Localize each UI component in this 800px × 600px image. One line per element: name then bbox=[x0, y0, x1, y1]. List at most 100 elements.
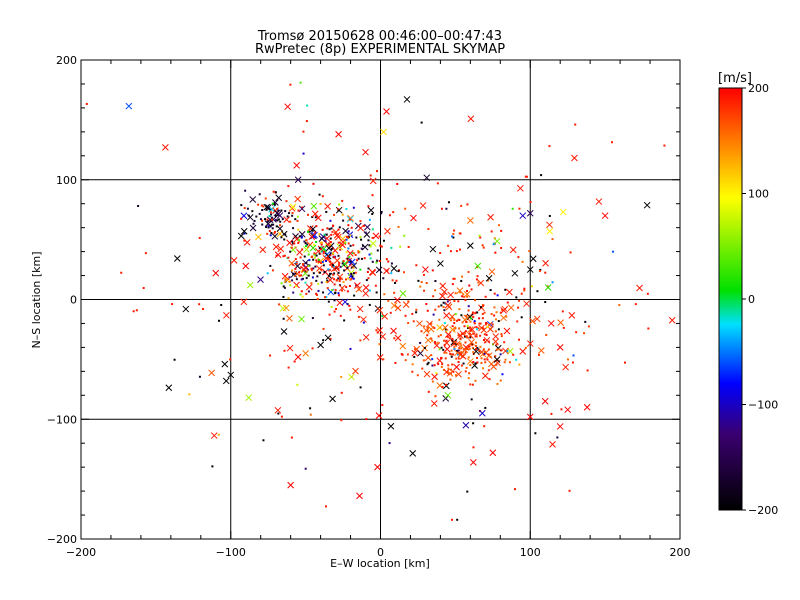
data-point-cross bbox=[329, 395, 336, 403]
data-point-dot bbox=[442, 306, 445, 309]
data-point-dot bbox=[539, 268, 542, 271]
data-point-dot bbox=[282, 317, 285, 320]
data-point-dot bbox=[404, 314, 407, 317]
data-point-dot bbox=[460, 314, 463, 317]
data-point-cross bbox=[390, 265, 398, 272]
data-point-dot bbox=[295, 278, 298, 281]
data-point-cross bbox=[230, 257, 238, 264]
data-point-dot bbox=[363, 224, 366, 227]
data-point-dot bbox=[307, 264, 310, 267]
data-point-dot bbox=[538, 270, 541, 273]
data-point-dot bbox=[494, 330, 497, 333]
data-point-cross bbox=[422, 266, 429, 273]
data-point-cross bbox=[427, 325, 435, 333]
data-point-dot bbox=[339, 265, 342, 268]
data-point-dot bbox=[303, 255, 306, 258]
data-point-dot bbox=[266, 218, 269, 221]
data-point-cross bbox=[264, 220, 272, 228]
data-point-dot bbox=[451, 235, 454, 238]
data-point-dot bbox=[277, 412, 280, 415]
data-point-dot bbox=[391, 279, 394, 282]
data-point-dot bbox=[474, 379, 477, 382]
data-point-dot bbox=[349, 260, 352, 263]
data-point-dot bbox=[307, 274, 310, 277]
data-point-dot bbox=[332, 265, 335, 268]
data-point-cross bbox=[276, 230, 284, 238]
data-point-dot bbox=[583, 332, 586, 335]
data-point-dot bbox=[456, 349, 459, 352]
colorbar-tick-label: 0 bbox=[748, 293, 755, 306]
data-point-dot bbox=[251, 210, 254, 213]
data-point-dot bbox=[333, 310, 336, 313]
data-point-dot bbox=[348, 255, 351, 258]
data-point-dot bbox=[504, 288, 507, 291]
data-point-cross bbox=[362, 290, 370, 297]
data-point-dot bbox=[305, 239, 308, 242]
data-point-dot bbox=[289, 220, 292, 223]
data-point-dot bbox=[469, 336, 472, 339]
data-point-cross bbox=[379, 333, 387, 340]
data-point-cross bbox=[468, 326, 476, 333]
data-point-dot bbox=[468, 347, 471, 350]
data-point-dot bbox=[392, 211, 395, 214]
data-point-dot bbox=[439, 357, 442, 360]
data-point-cross bbox=[314, 247, 322, 255]
data-point-dot bbox=[442, 348, 445, 351]
data-point-dot bbox=[445, 339, 448, 342]
data-point-dot bbox=[574, 123, 577, 126]
data-point-dot bbox=[356, 259, 359, 262]
data-point-dot bbox=[357, 249, 360, 252]
data-point-dot bbox=[322, 264, 325, 267]
data-point-dot bbox=[282, 255, 285, 258]
data-point-dot bbox=[646, 292, 649, 295]
data-point-dot bbox=[120, 271, 123, 274]
data-point-dot bbox=[371, 194, 374, 197]
data-point-dot bbox=[404, 359, 407, 362]
data-point-dot bbox=[294, 272, 297, 275]
data-point-dot bbox=[500, 246, 503, 249]
data-point-dot bbox=[464, 341, 467, 344]
data-point-dot bbox=[501, 373, 504, 376]
data-point-cross bbox=[488, 268, 496, 276]
data-point-dot bbox=[575, 331, 578, 334]
data-point-cross bbox=[245, 394, 253, 402]
data-point-cross bbox=[387, 422, 395, 430]
data-point-dot bbox=[484, 295, 487, 298]
data-point-dot bbox=[259, 218, 262, 221]
data-point-dot bbox=[364, 231, 367, 234]
data-point-dot bbox=[560, 408, 563, 411]
data-point-cross bbox=[280, 328, 288, 335]
data-point-dot bbox=[468, 345, 471, 348]
data-point-dot bbox=[322, 327, 325, 330]
data-point-dot bbox=[422, 273, 425, 276]
data-point-cross bbox=[492, 333, 500, 340]
data-point-dot bbox=[365, 279, 368, 282]
data-point-dot bbox=[500, 229, 503, 232]
data-point-cross bbox=[443, 312, 450, 319]
data-point-dot bbox=[422, 359, 425, 362]
data-point-dot bbox=[188, 393, 191, 396]
data-point-dot bbox=[308, 259, 311, 262]
data-point-dot bbox=[307, 229, 310, 232]
data-point-dot bbox=[417, 279, 420, 282]
data-point-cross bbox=[409, 449, 417, 457]
data-point-dot bbox=[466, 203, 469, 206]
data-point-dot bbox=[368, 253, 371, 256]
data-point-dot bbox=[300, 274, 303, 277]
data-point-dot bbox=[284, 278, 287, 281]
data-point-dot bbox=[325, 243, 328, 246]
data-point-dot bbox=[530, 285, 533, 288]
data-point-dot bbox=[511, 207, 514, 210]
data-point-dot bbox=[283, 254, 286, 257]
data-point-cross bbox=[472, 348, 480, 355]
data-point-dot bbox=[287, 185, 290, 188]
data-point-dot bbox=[322, 339, 325, 342]
data-point-dot bbox=[328, 260, 331, 263]
data-point-dot bbox=[360, 247, 363, 250]
data-point-dot bbox=[453, 346, 456, 349]
data-point-dot bbox=[331, 262, 334, 265]
data-point-dot bbox=[478, 349, 481, 352]
data-point-dot bbox=[350, 272, 353, 275]
data-point-dot bbox=[486, 358, 489, 361]
